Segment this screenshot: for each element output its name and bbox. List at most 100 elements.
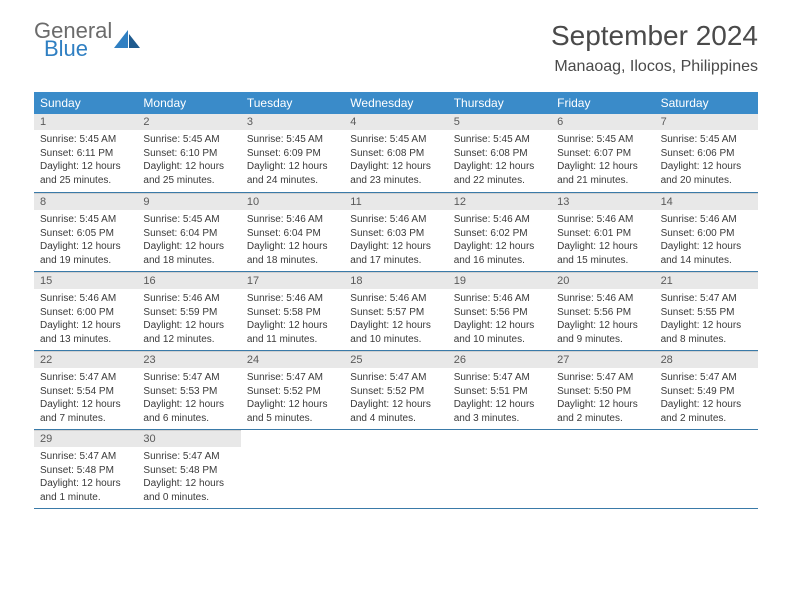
day-details: Sunrise: 5:46 AMSunset: 5:58 PMDaylight:… — [241, 289, 344, 350]
daylight-text-1: Daylight: 12 hours — [350, 398, 441, 412]
sunset-text: Sunset: 6:10 PM — [143, 147, 234, 161]
daylight-text-2: and 25 minutes. — [40, 174, 131, 188]
day-details: Sunrise: 5:47 AMSunset: 5:48 PMDaylight:… — [137, 447, 240, 508]
day-number: 12 — [448, 193, 551, 210]
sunset-text: Sunset: 5:57 PM — [350, 306, 441, 320]
calendar-cell: 16Sunrise: 5:46 AMSunset: 5:59 PMDayligh… — [137, 272, 240, 350]
header: General Blue September 2024 Manaoag, Ilo… — [0, 0, 792, 84]
daylight-text-1: Daylight: 12 hours — [40, 319, 131, 333]
day-details: Sunrise: 5:45 AMSunset: 6:07 PMDaylight:… — [551, 130, 654, 191]
sunrise-text: Sunrise: 5:47 AM — [40, 371, 131, 385]
brand-logo: General Blue — [34, 20, 142, 60]
day-details: Sunrise: 5:45 AMSunset: 6:09 PMDaylight:… — [241, 130, 344, 191]
daylight-text-2: and 23 minutes. — [350, 174, 441, 188]
daylight-text-1: Daylight: 12 hours — [143, 398, 234, 412]
daylight-text-2: and 4 minutes. — [350, 412, 441, 426]
daylight-text-2: and 21 minutes. — [557, 174, 648, 188]
day-details: Sunrise: 5:46 AMSunset: 6:04 PMDaylight:… — [241, 210, 344, 271]
sunset-text: Sunset: 5:51 PM — [454, 385, 545, 399]
sunrise-text: Sunrise: 5:46 AM — [454, 292, 545, 306]
day-number: 29 — [34, 430, 137, 447]
sunrise-text: Sunrise: 5:46 AM — [557, 292, 648, 306]
calendar-cell: 30Sunrise: 5:47 AMSunset: 5:48 PMDayligh… — [137, 430, 240, 508]
calendar-cell: 29Sunrise: 5:47 AMSunset: 5:48 PMDayligh… — [34, 430, 137, 508]
sunrise-text: Sunrise: 5:45 AM — [143, 133, 234, 147]
daylight-text-1: Daylight: 12 hours — [557, 240, 648, 254]
sunrise-text: Sunrise: 5:46 AM — [661, 213, 752, 227]
day-number: 22 — [34, 351, 137, 368]
daylight-text-1: Daylight: 12 hours — [247, 240, 338, 254]
daylight-text-2: and 2 minutes. — [557, 412, 648, 426]
daylight-text-2: and 22 minutes. — [454, 174, 545, 188]
sunset-text: Sunset: 5:53 PM — [143, 385, 234, 399]
sunset-text: Sunset: 6:00 PM — [661, 227, 752, 241]
daylight-text-2: and 6 minutes. — [143, 412, 234, 426]
daylight-text-1: Daylight: 12 hours — [661, 160, 752, 174]
calendar-cell: 11Sunrise: 5:46 AMSunset: 6:03 PMDayligh… — [344, 193, 447, 271]
sunrise-text: Sunrise: 5:45 AM — [350, 133, 441, 147]
day-details: Sunrise: 5:47 AMSunset: 5:54 PMDaylight:… — [34, 368, 137, 429]
sunrise-text: Sunrise: 5:46 AM — [143, 292, 234, 306]
day-number: 25 — [344, 351, 447, 368]
daylight-text-1: Daylight: 12 hours — [350, 240, 441, 254]
calendar-cell: 6Sunrise: 5:45 AMSunset: 6:07 PMDaylight… — [551, 114, 654, 192]
day-details: Sunrise: 5:46 AMSunset: 6:02 PMDaylight:… — [448, 210, 551, 271]
daylight-text-1: Daylight: 12 hours — [454, 160, 545, 174]
calendar-cell: 23 Sunrise: 5:47 AMSunset: 5:53 PMDayligh… — [137, 351, 240, 429]
sunrise-text: Sunrise: 5:46 AM — [350, 292, 441, 306]
calendar-cell: 4Sunrise: 5:45 AMSunset: 6:08 PMDaylight… — [344, 114, 447, 192]
daylight-text-1: Daylight: 12 hours — [40, 398, 131, 412]
sunset-text: Sunset: 5:59 PM — [143, 306, 234, 320]
weekday-header: Sunday — [34, 92, 137, 114]
title-block: September 2024 Manaoag, Ilocos, Philippi… — [551, 20, 758, 76]
day-details: Sunrise: 5:47 AMSunset: 5:48 PMDaylight:… — [34, 447, 137, 508]
sunrise-text: Sunrise: 5:45 AM — [247, 133, 338, 147]
day-number: 6 — [551, 114, 654, 130]
calendar-cell-empty — [655, 430, 758, 508]
calendar-week-row: 29Sunrise: 5:47 AMSunset: 5:48 PMDayligh… — [34, 430, 758, 509]
day-number: 14 — [655, 193, 758, 210]
day-number: 4 — [344, 114, 447, 130]
calendar-week-row: 1Sunrise: 5:45 AMSunset: 6:11 PMDaylight… — [34, 114, 758, 193]
sunset-text: Sunset: 5:48 PM — [143, 464, 234, 478]
daylight-text-2: and 25 minutes. — [143, 174, 234, 188]
sunrise-text: Sunrise: 5:47 AM — [661, 292, 752, 306]
sunset-text: Sunset: 6:11 PM — [40, 147, 131, 161]
calendar-cell: 17Sunrise: 5:46 AMSunset: 5:58 PMDayligh… — [241, 272, 344, 350]
day-details: Sunrise: 5:47 AMSunset: 5:51 PMDaylight:… — [448, 368, 551, 429]
day-details: Sunrise: 5:46 AMSunset: 5:56 PMDaylight:… — [448, 289, 551, 350]
day-details: Sunrise: 5:45 AMSunset: 6:08 PMDaylight:… — [344, 130, 447, 191]
daylight-text-1: Daylight: 12 hours — [661, 240, 752, 254]
calendar-week-row: 22Sunrise: 5:47 AMSunset: 5:54 PMDayligh… — [34, 351, 758, 430]
sunrise-text: Sunrise: 5:47 AM — [661, 371, 752, 385]
sunrise-text: Sunrise: 5:45 AM — [454, 133, 545, 147]
day-number: 23 — [137, 351, 240, 368]
daylight-text-2: and 2 minutes. — [661, 412, 752, 426]
calendar-cell: 15Sunrise: 5:46 AMSunset: 6:00 PMDayligh… — [34, 272, 137, 350]
sunrise-text: Sunrise: 5:46 AM — [40, 292, 131, 306]
sunrise-text: Sunrise: 5:46 AM — [557, 213, 648, 227]
sunset-text: Sunset: 6:01 PM — [557, 227, 648, 241]
sunset-text: Sunset: 6:04 PM — [143, 227, 234, 241]
calendar-cell-empty — [551, 430, 654, 508]
weekday-header: Saturday — [655, 92, 758, 114]
daylight-text-1: Daylight: 12 hours — [247, 160, 338, 174]
sunrise-text: Sunrise: 5:47 AM — [143, 371, 234, 385]
day-details: Sunrise: 5:46 AMSunset: 6:00 PMDaylight:… — [34, 289, 137, 350]
sunrise-text: Sunrise: 5:46 AM — [454, 213, 545, 227]
brand-sail-icon — [114, 30, 142, 50]
daylight-text-1: Daylight: 12 hours — [143, 240, 234, 254]
calendar-cell: 18Sunrise: 5:46 AMSunset: 5:57 PMDayligh… — [344, 272, 447, 350]
calendar: SundayMondayTuesdayWednesdayThursdayFrid… — [34, 92, 758, 509]
calendar-cell: 10Sunrise: 5:46 AMSunset: 6:04 PMDayligh… — [241, 193, 344, 271]
sunrise-text: Sunrise: 5:45 AM — [40, 213, 131, 227]
daylight-text-1: Daylight: 12 hours — [454, 240, 545, 254]
daylight-text-2: and 10 minutes. — [454, 333, 545, 347]
calendar-week-row: 8Sunrise: 5:45 AMSunset: 6:05 PMDaylight… — [34, 193, 758, 272]
daylight-text-1: Daylight: 12 hours — [143, 160, 234, 174]
day-details: Sunrise: 5:46 AMSunset: 5:56 PMDaylight:… — [551, 289, 654, 350]
day-details: Sunrise: 5:47 AMSunset: 5:50 PMDaylight:… — [551, 368, 654, 429]
sunrise-text: Sunrise: 5:45 AM — [40, 133, 131, 147]
weekday-header: Thursday — [448, 92, 551, 114]
day-details: Sunrise: 5:46 AMSunset: 5:57 PMDaylight:… — [344, 289, 447, 350]
